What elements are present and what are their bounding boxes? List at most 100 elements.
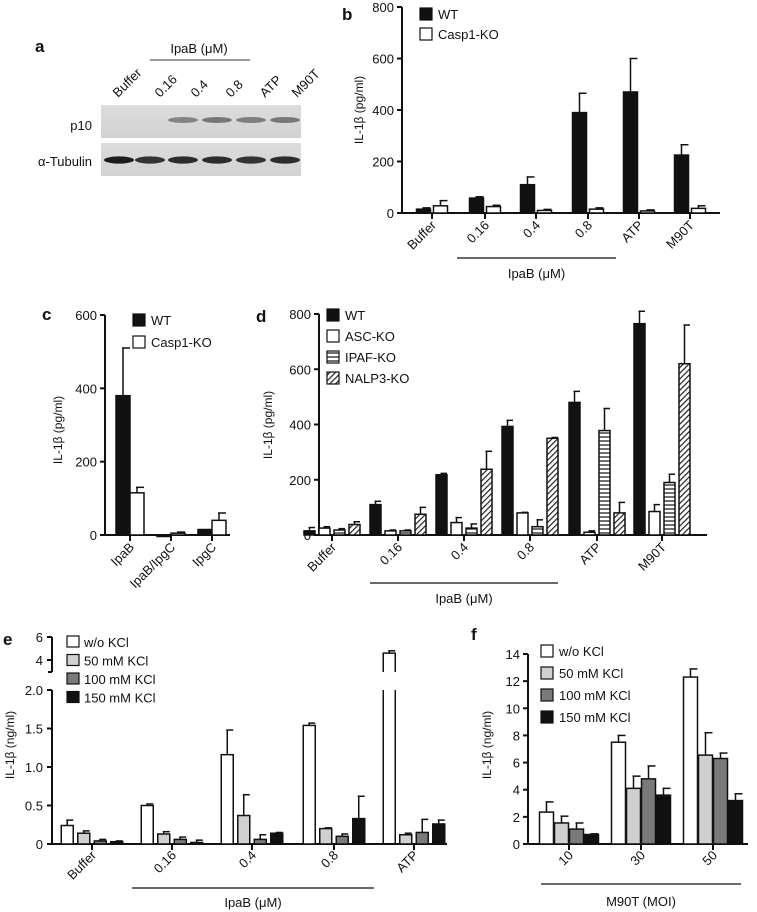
bar-50-mm-kcl	[625, 787, 642, 845]
panel-d: d IL-1β (pg/ml) 0 200 400 600 800 Buffer…	[256, 307, 707, 606]
bar-nalp3-ko	[414, 513, 427, 536]
y-tick-label: 0	[513, 837, 520, 852]
tubulin-band	[236, 156, 266, 164]
blot-group-label: IpaB (μM)	[170, 41, 227, 56]
bar-150-mm-kcl	[270, 832, 284, 845]
panel-c-legend: WT Casp1-KO	[151, 313, 212, 350]
x-tick-label: 0.4	[520, 218, 543, 241]
y-tick-label: 600	[75, 308, 97, 323]
legend-swatch	[66, 653, 80, 667]
legend-swatch	[326, 371, 340, 385]
bar-asc-ko	[516, 512, 529, 536]
x-tick-label: M90T	[663, 217, 697, 251]
blot-strip-tubulin	[101, 143, 301, 176]
y-tick-label: 8	[513, 728, 520, 743]
legend-swatch	[132, 335, 146, 349]
y-tick-label: 0	[90, 528, 97, 543]
bar-w-o-kcl	[538, 811, 555, 845]
x-tick-label: IpaB	[108, 540, 138, 570]
bar-100-mm-kcl	[173, 838, 187, 845]
bar-wt	[156, 534, 172, 538]
bar-nalp3-ko	[546, 437, 559, 536]
legend-label: IPAF-KO	[345, 350, 396, 365]
x-tick-label: 0.4	[448, 540, 471, 563]
blot-lane-label: 0.4	[188, 77, 211, 100]
panel-f-group-label: M90T (MOI)	[606, 894, 676, 909]
panel-c-x-ticks: IpaB IpaB/IpgC IpgC	[108, 540, 220, 591]
panel-b-legend: WT Casp1-KO	[438, 7, 499, 42]
bar-w-o-kcl-lower	[382, 690, 396, 845]
y-tick-label: 0	[36, 837, 43, 852]
bar-w-o-kcl	[60, 824, 74, 845]
blot-lane-label: Buffer	[110, 65, 145, 100]
bar-50-mm-kcl	[697, 754, 714, 845]
legend-label: WT	[345, 308, 365, 323]
x-tick-label: 0.16	[464, 218, 493, 247]
bar-asc-ko	[450, 521, 463, 536]
panel-c-y-ticks: 0 200 400 600	[75, 308, 97, 543]
panel-b-plot	[397, 6, 720, 259]
x-tick-label: Buffer	[304, 539, 339, 574]
bar-100-mm-kcl	[415, 831, 429, 845]
bar-asc-ko	[648, 510, 661, 536]
legend-label: w/o KCl	[83, 635, 129, 650]
bar-wt	[197, 528, 213, 536]
legend-label: 50 mM KCl	[84, 654, 148, 669]
bar-wt	[622, 91, 639, 214]
p10-band	[202, 117, 232, 123]
blot-lane-label: ATP	[257, 72, 285, 100]
bar-100-mm-kcl	[335, 835, 349, 845]
x-tick-label: 0.8	[572, 218, 595, 241]
legend-swatch	[419, 27, 433, 41]
bar-wt	[568, 401, 581, 536]
x-tick-label: 30	[627, 848, 648, 869]
tubulin-band	[168, 156, 198, 164]
panel-e-x-ticks: Buffer 0.16 0.4 0.8 ATP	[64, 847, 421, 882]
legend-swatch	[540, 710, 554, 724]
panel-f: f IL-1β (ng/ml) 0 2 4 6 8 10 12 14 10 30…	[471, 625, 748, 909]
bar-casp1-ko	[690, 207, 707, 214]
panel-d-y-axis-label: IL-1β (pg/ml)	[261, 391, 275, 459]
p10-band	[168, 117, 198, 123]
legend-label: w/o KCl	[558, 644, 604, 659]
bar-w-o-kcl	[220, 753, 234, 845]
bar-wt	[115, 394, 131, 536]
bar-wt	[501, 425, 514, 536]
bar-ipaf-ko	[465, 527, 478, 536]
legend-label: WT	[151, 313, 171, 328]
x-tick-label: IpaB/IpgC	[127, 540, 178, 591]
bar-150-mm-kcl	[110, 840, 124, 845]
panel-e-group-label: IpaB (μM)	[224, 895, 281, 910]
legend-label: Casp1-KO	[438, 27, 499, 42]
x-tick-label: 0.8	[514, 540, 537, 563]
bar-nalp3-ko	[480, 468, 493, 536]
blot-row-label-tubulin: α-Tubulin	[38, 154, 92, 169]
legend-swatch	[540, 666, 554, 680]
bar-wt	[468, 197, 485, 214]
legend-label: ASC-KO	[345, 329, 395, 344]
bar-w-o-kcl	[682, 676, 699, 845]
blot-row-label-p10: p10	[70, 118, 92, 133]
p10-band	[236, 117, 266, 123]
legend-swatch	[540, 688, 554, 702]
y-tick-label: 2.0	[25, 683, 43, 698]
bar-wt	[415, 208, 432, 214]
y-tick-label: 14	[506, 647, 520, 662]
legend-label: 150 mM KCl	[559, 710, 631, 725]
bar-100-mm-kcl	[253, 838, 267, 845]
panel-d-legend: WT ASC-KO IPAF-KO NALP3-KO	[345, 308, 409, 386]
panel-b-x-ticks: Buffer 0.16 0.4 0.8 ATP M90T	[404, 217, 697, 252]
bar-150-mm-kcl	[727, 799, 744, 845]
x-tick-label: 0.16	[377, 540, 406, 569]
legend-swatch	[419, 7, 433, 21]
x-tick-label: Buffer	[404, 217, 439, 252]
panel-d-label: d	[256, 307, 266, 326]
panel-b: b IL-1β (pg/ml) 0 200 400 600 800 Buffer…	[342, 0, 720, 281]
legend-label: NALP3-KO	[345, 371, 409, 386]
blot-bands	[104, 117, 300, 164]
bar-ipaf-ko	[598, 429, 611, 536]
bar-w-o-kcl	[610, 741, 627, 845]
bar-50-mm-kcl	[157, 833, 171, 845]
bar-wt	[519, 183, 536, 214]
bar-50-mm-kcl	[399, 834, 413, 845]
